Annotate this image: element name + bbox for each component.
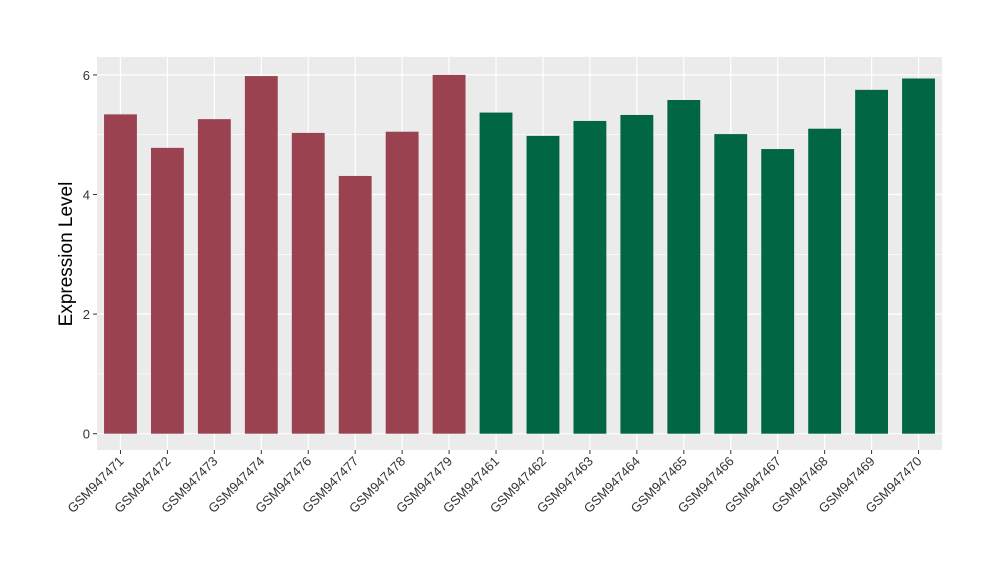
bar — [104, 114, 137, 434]
bar — [291, 132, 325, 434]
plot-panel — [97, 57, 942, 450]
bar — [855, 89, 889, 434]
y-tick-label: 2 — [83, 307, 90, 322]
bar — [620, 114, 654, 434]
bar — [667, 100, 701, 434]
bar — [385, 131, 419, 434]
bar — [479, 112, 513, 434]
bar — [902, 78, 935, 434]
bar — [244, 76, 278, 434]
bar — [432, 74, 466, 434]
bar — [338, 175, 372, 434]
bar — [526, 135, 560, 434]
y-tick-label: 0 — [83, 427, 90, 442]
bar — [808, 128, 842, 434]
y-tick-label: 4 — [83, 188, 90, 203]
bar — [150, 147, 184, 434]
bar — [197, 119, 231, 434]
y-axis-label: Expression Level — [56, 182, 77, 327]
y-tick-label: 6 — [83, 68, 90, 83]
bar — [573, 120, 607, 434]
bar — [714, 134, 748, 434]
bar — [761, 149, 795, 434]
